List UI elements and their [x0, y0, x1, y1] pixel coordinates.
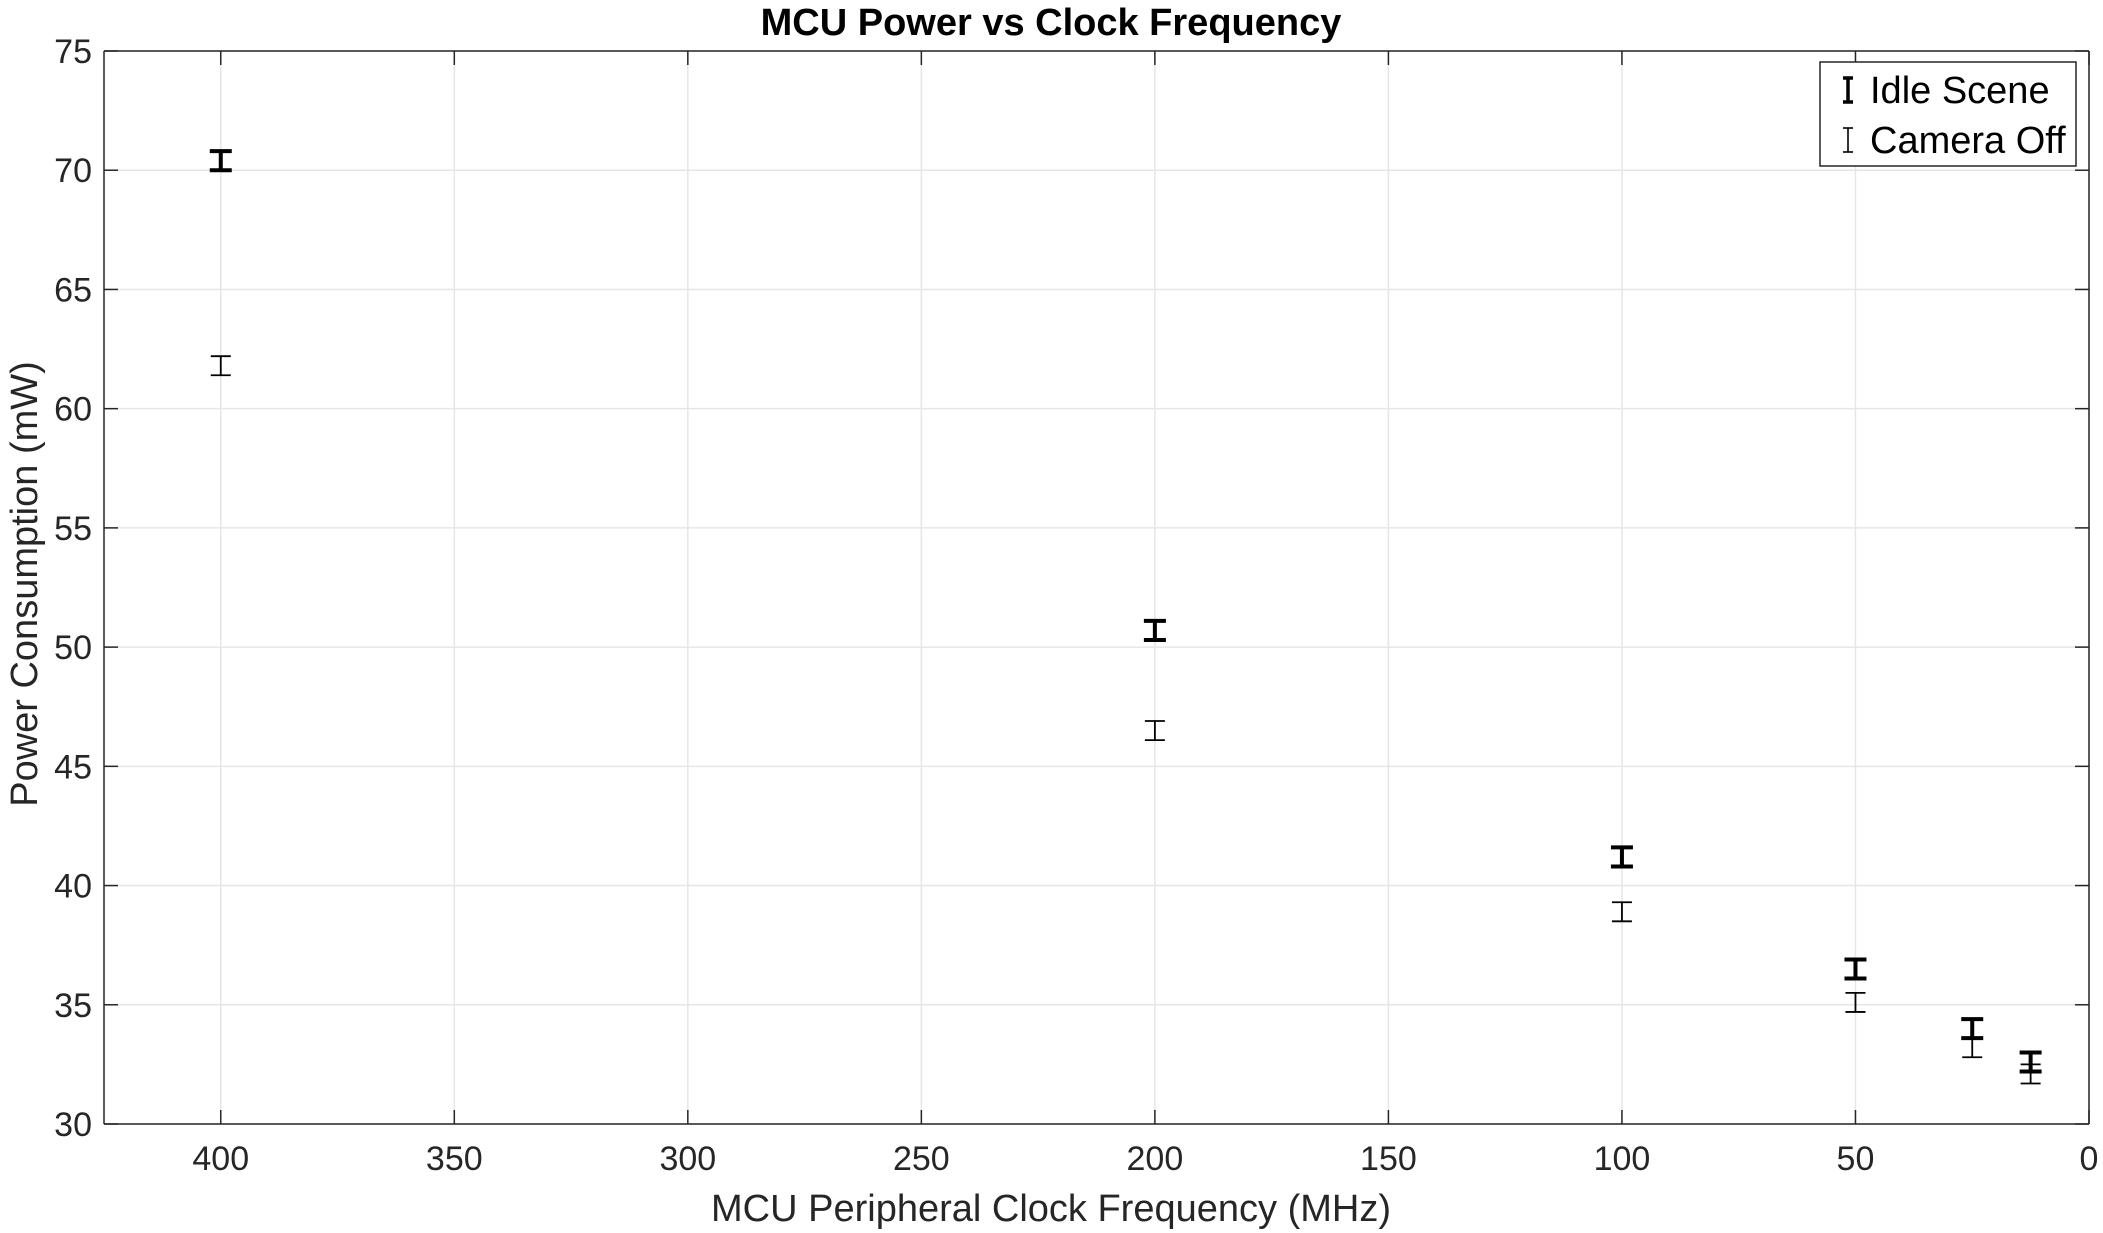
- legend-entry: Idle Scene: [1843, 70, 2050, 112]
- chart-title: MCU Power vs Clock Frequency: [761, 2, 1342, 44]
- data-point-errorbar: [1610, 845, 1633, 869]
- x-tick-label: 100: [1594, 1140, 1651, 1178]
- grid-lines: [104, 50, 2090, 1125]
- x-tick-label: 400: [192, 1140, 249, 1178]
- x-tick-label: 300: [659, 1140, 716, 1178]
- y-tick-label: 30: [54, 1106, 92, 1144]
- series-group: [209, 149, 2042, 1085]
- y-tick-label: 70: [54, 152, 92, 190]
- axes: [103, 50, 2090, 1125]
- data-point-errorbar: [1844, 957, 1867, 981]
- data-point-errorbar: [1962, 1037, 1983, 1059]
- data-point-errorbar: [210, 355, 231, 377]
- x-tick-label: 50: [1837, 1140, 1875, 1178]
- legend-label: Idle Scene: [1870, 70, 2050, 112]
- x-tick-label: 250: [893, 1140, 950, 1178]
- x-tick-label: 350: [426, 1140, 483, 1178]
- legend-box: [1819, 61, 2077, 167]
- y-axis-label: Power Consumption (mW): [4, 361, 46, 807]
- y-tick-label: 60: [54, 391, 92, 429]
- y-tick-label: 35: [54, 987, 92, 1025]
- x-tick-label: 0: [2080, 1140, 2099, 1178]
- data-point-errorbar: [1845, 991, 1866, 1013]
- y-tick-label: 45: [54, 748, 92, 786]
- series-camera-off: [210, 355, 2041, 1085]
- data-point-errorbar: [209, 149, 232, 173]
- x-tick-labels: 400 350 300 250 200 150 100 50 0: [192, 1140, 2098, 1178]
- data-point-errorbar: [2020, 1063, 2041, 1085]
- series-idle-scene: [209, 149, 2042, 1074]
- data-point-errorbar: [1611, 901, 1632, 923]
- legend-marker: [1843, 127, 1853, 153]
- y-tick-labels: 30 35 40 45 50 55 60 65 70 75: [54, 33, 92, 1144]
- data-point-errorbar: [1144, 720, 1165, 742]
- legend-label: Camera Off: [1870, 120, 2066, 162]
- data-point-errorbar: [1143, 618, 1166, 642]
- y-tick-label: 75: [54, 33, 92, 71]
- legend-marker: [1843, 76, 1853, 104]
- legend-entries: Idle Scene Camera Off: [1843, 70, 2066, 162]
- y-tick-label: 65: [54, 271, 92, 309]
- y-tick-label: 55: [54, 510, 92, 548]
- x-axis-label: MCU Peripheral Clock Frequency (MHz): [711, 1188, 1391, 1230]
- x-tick-label: 200: [1127, 1140, 1184, 1178]
- y-tick-label: 40: [54, 868, 92, 906]
- legend-entry: Camera Off: [1843, 120, 2066, 162]
- x-tick-label: 150: [1360, 1140, 1417, 1178]
- y-tick-label: 50: [54, 629, 92, 667]
- legend: Idle Scene Camera Off: [1819, 61, 2077, 167]
